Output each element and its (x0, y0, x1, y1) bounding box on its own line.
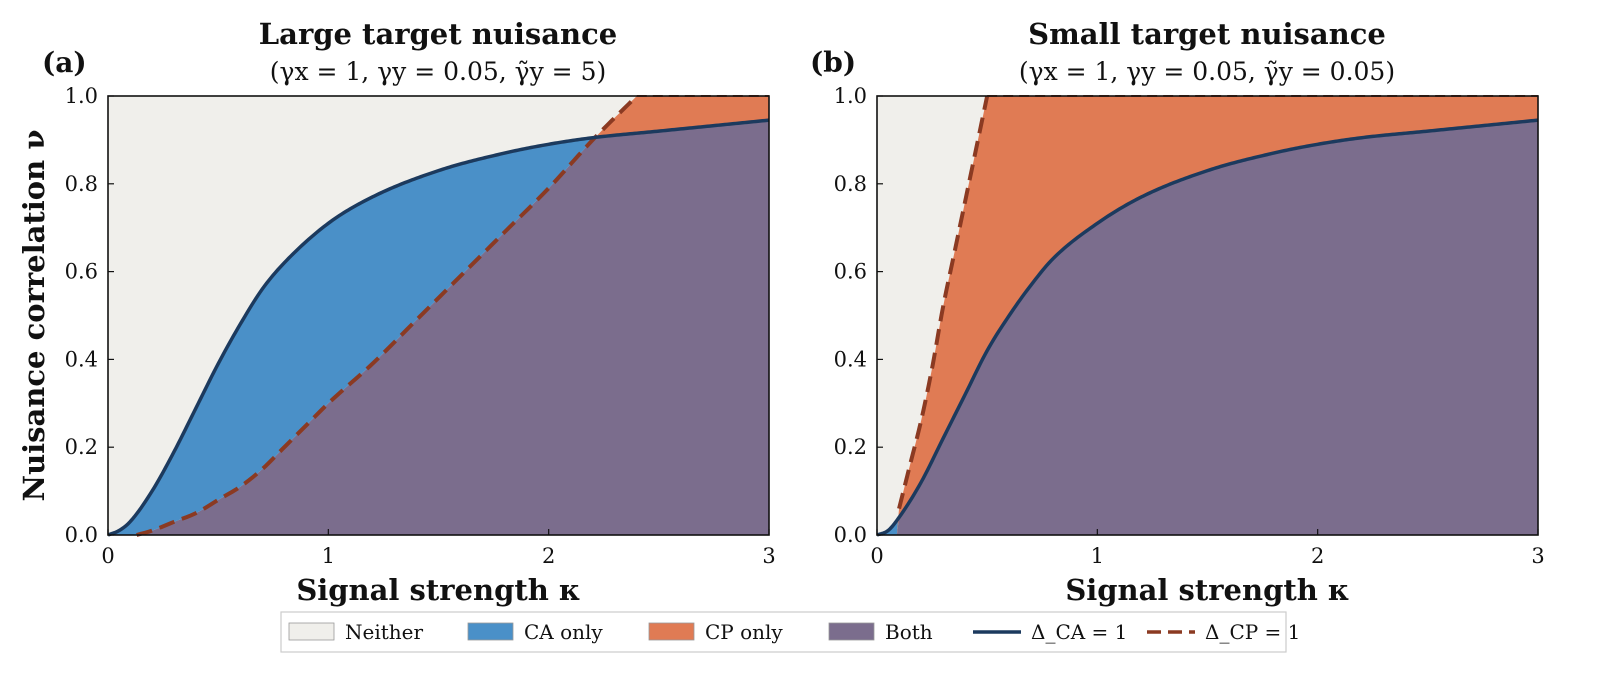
panel-title: Small target nuisance (1028, 17, 1386, 51)
x-tick-label: 3 (1531, 544, 1544, 568)
ca-only-region (108, 120, 769, 536)
y-tick-label: 0.6 (65, 260, 98, 284)
y-tick-label: 1.0 (65, 84, 98, 108)
x-tick-label: 0 (101, 544, 114, 568)
legend-swatch-neither (288, 622, 335, 641)
both-region (877, 120, 1538, 536)
panel-label: (b) (810, 46, 856, 79)
ca-boundary-line (876, 118, 1539, 537)
y-tick-label: 0.8 (834, 172, 867, 196)
legend-swatch-both (828, 622, 875, 641)
legend: Neither CA only CP only Both Δ_CA = 1 Δ_CP = … (280, 611, 1300, 653)
legend-label: CP only (705, 620, 783, 644)
legend-label: CA only (524, 620, 603, 644)
y-tick-label: 0.6 (834, 260, 867, 284)
cp-only-region (877, 96, 1538, 535)
legend-swatch-cp-only (648, 622, 695, 641)
legend-label: Δ_CA = 1 (1031, 620, 1127, 644)
panel-b: 0 1 2 3 0.0 0.2 0.4 0.6 0.8 1.0 Small target nuisa… (810, 17, 1545, 607)
y-axis-label: Nuisance correlation ν (17, 130, 51, 502)
both-region (108, 120, 769, 536)
x-tick-label: 0 (870, 544, 883, 568)
y-tick-label: 0.4 (65, 347, 98, 371)
y-tick-label: 0.8 (65, 172, 98, 196)
cp-boundary-line (897, 95, 990, 510)
plot-frame (876, 95, 1539, 536)
x-axis-label: Signal strength κ (1065, 573, 1349, 607)
y-tick-label: 0.2 (65, 435, 98, 459)
x-tick-label: 2 (542, 544, 555, 568)
legend-swatch-ca-only (467, 622, 514, 641)
x-tick-label: 3 (762, 544, 775, 568)
x-tick-label: 1 (1091, 544, 1104, 568)
ca-boundary-line (107, 118, 770, 537)
legend-box (280, 611, 1287, 653)
y-tick-label: 0.4 (834, 347, 867, 371)
panel-title: Large target nuisance (259, 17, 617, 51)
y-tick-label: 0.2 (834, 435, 867, 459)
x-tick-label: 2 (1311, 544, 1324, 568)
panel-a: 0 1 2 3 0.0 0.2 0.4 0.6 0.8 1.0 Large target nuisa… (17, 17, 776, 607)
cp-boundary-line (136, 94, 639, 537)
x-tick-label: 1 (322, 544, 335, 568)
legend-label: Both (885, 620, 933, 644)
legend-label: Neither (345, 620, 423, 644)
y-tick-label: 0.0 (834, 523, 867, 547)
y-tick-label: 0.0 (65, 523, 98, 547)
plot-frame (107, 95, 770, 536)
panel-label: (a) (42, 46, 87, 79)
panel-subtitle: (γx = 1, γy = 0.05, γ̃y = 0.05) (1019, 57, 1395, 86)
legend-label: Δ_CP = 1 (1205, 620, 1300, 644)
y-tick-label: 1.0 (834, 84, 867, 108)
panel-subtitle: (γx = 1, γy = 0.05, γ̃y = 5) (270, 57, 606, 86)
x-axis-label: Signal strength κ (296, 573, 580, 607)
